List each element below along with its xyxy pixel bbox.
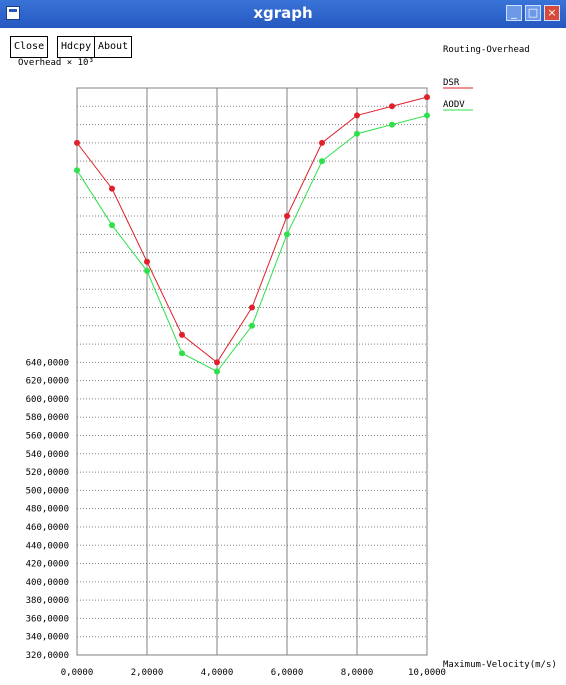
y-tick-label: 380,0000 [26, 596, 69, 606]
data-point-dsr [74, 139, 80, 146]
data-point-dsr [319, 139, 325, 146]
data-point-dsr [214, 359, 220, 366]
legend-entry-dsr: DSR [443, 78, 460, 88]
data-point-aodv [354, 130, 360, 137]
data-point-aodv [249, 322, 255, 329]
data-point-dsr [249, 304, 255, 311]
legend-entry-aodv: AODV [443, 100, 465, 110]
y-tick-label: 480,0000 [26, 505, 69, 515]
x-tick-label: 8,0000 [341, 668, 374, 678]
x-tick-label: 0,0000 [61, 668, 94, 678]
data-point-aodv [109, 222, 115, 229]
minimize-button[interactable]: _ [506, 5, 522, 21]
y-tick-label: 420,0000 [26, 560, 69, 570]
y-tick-label: 400,0000 [26, 578, 69, 588]
data-point-dsr [179, 331, 185, 338]
y-tick-label: 620,0000 [26, 377, 69, 387]
x-tick-label: 6,0000 [271, 668, 304, 678]
y-tick-label: 460,0000 [26, 523, 69, 533]
data-point-aodv [424, 112, 430, 119]
data-point-aodv [284, 231, 290, 238]
data-point-aodv [144, 267, 150, 274]
data-point-aodv [214, 368, 220, 375]
chart-title: Routing-Overhead [443, 45, 530, 55]
y-tick-label: 580,0000 [26, 413, 69, 423]
y-tick-label: 520,0000 [26, 468, 69, 478]
y-tick-label: 640,0000 [26, 358, 69, 368]
data-point-dsr [424, 94, 430, 101]
y-tick-label: 540,0000 [26, 450, 69, 460]
data-point-aodv [179, 350, 185, 357]
hdcpy-button[interactable]: Hdcpy [57, 36, 96, 58]
y-tick-label: 340,0000 [26, 633, 69, 643]
series-line-aodv [76, 114, 428, 373]
x-tick-label: 10,0000 [408, 668, 446, 678]
about-button[interactable]: About [94, 36, 133, 58]
data-point-dsr [389, 103, 395, 110]
data-point-aodv [74, 167, 80, 174]
y-tick-label: 440,0000 [26, 541, 69, 551]
window-menu-icon[interactable] [6, 6, 20, 20]
title-bar[interactable]: xgraph _ □ × [0, 0, 566, 28]
data-point-dsr [109, 185, 115, 192]
data-point-dsr [144, 258, 150, 265]
series-line-dsr [76, 96, 428, 364]
x-axis-label: Maximum-Velocity(m/s) [443, 660, 557, 670]
data-point-dsr [284, 213, 290, 220]
maximize-button[interactable]: □ [525, 5, 541, 21]
close-window-button[interactable]: × [544, 5, 560, 21]
y-tick-label: 320,0000 [26, 651, 69, 661]
data-point-aodv [389, 121, 395, 128]
x-tick-label: 4,0000 [201, 668, 234, 678]
window-title: xgraph [253, 4, 313, 22]
plot-frame [76, 87, 428, 656]
y-tick-label: 560,0000 [26, 432, 69, 442]
y-axis-label: Overhead × 10³ [18, 58, 94, 68]
x-tick-label: 2,0000 [131, 668, 164, 678]
y-tick-label: 360,0000 [26, 614, 69, 624]
close-button[interactable]: Close [10, 36, 49, 58]
data-point-dsr [354, 112, 360, 119]
y-tick-label: 500,0000 [26, 486, 69, 496]
data-point-aodv [319, 158, 325, 165]
y-tick-label: 600,0000 [26, 395, 69, 405]
